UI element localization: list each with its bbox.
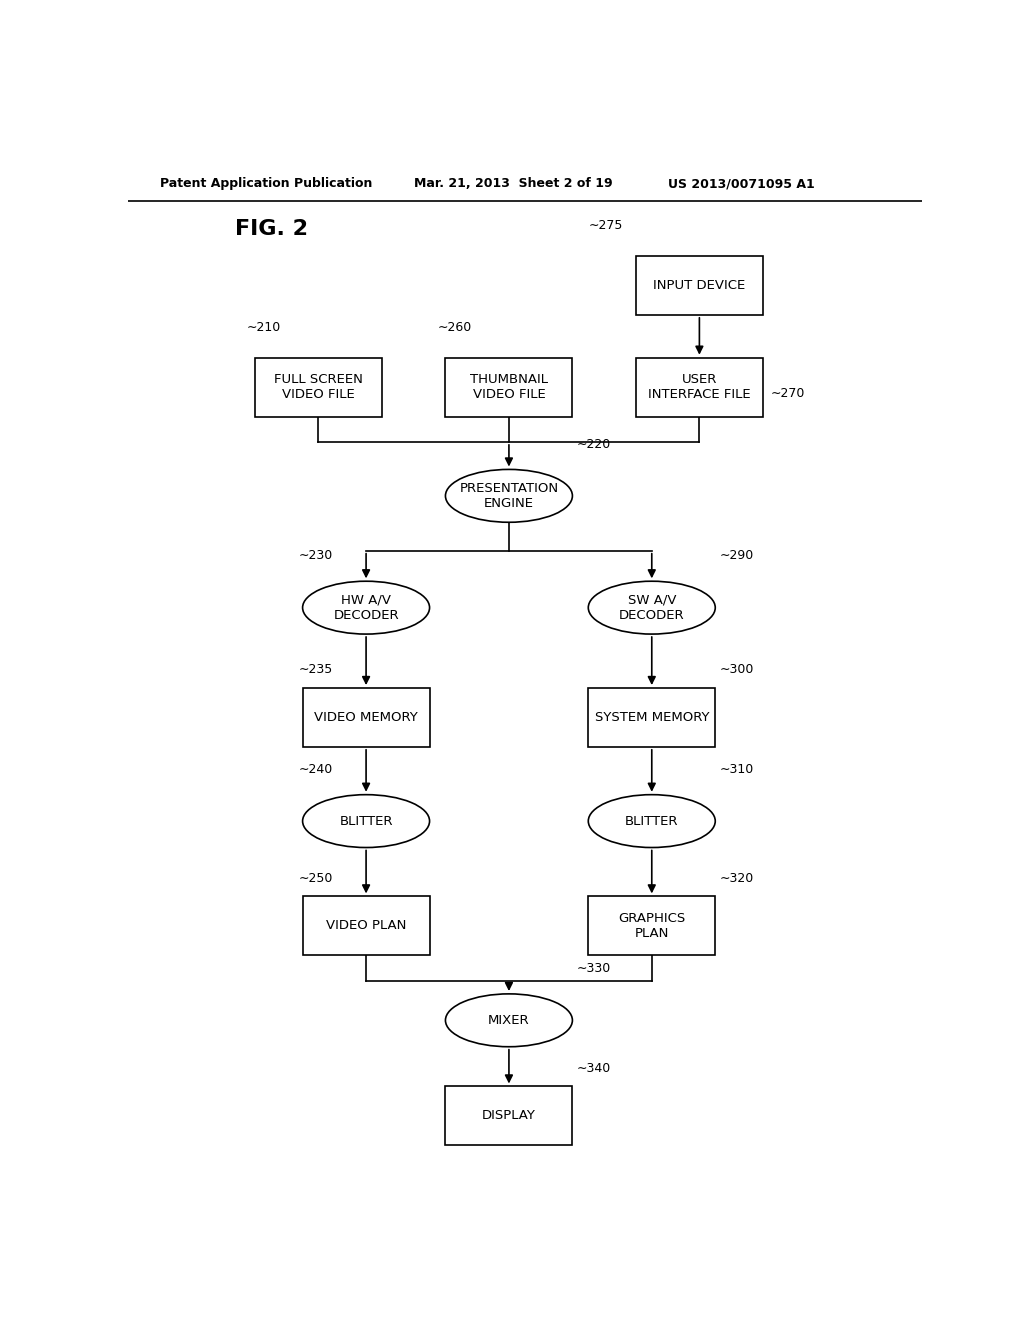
Text: FULL SCREEN
VIDEO FILE: FULL SCREEN VIDEO FILE — [274, 374, 362, 401]
FancyBboxPatch shape — [636, 358, 763, 417]
Text: ∼310: ∼310 — [719, 763, 754, 776]
Text: ∼290: ∼290 — [719, 549, 754, 562]
FancyBboxPatch shape — [255, 358, 382, 417]
Text: ∼230: ∼230 — [299, 549, 333, 562]
Text: ∼330: ∼330 — [577, 962, 610, 975]
Text: ∼220: ∼220 — [577, 437, 610, 450]
Text: USER
INTERFACE FILE: USER INTERFACE FILE — [648, 374, 751, 401]
FancyBboxPatch shape — [588, 688, 716, 747]
Text: US 2013/0071095 A1: US 2013/0071095 A1 — [668, 177, 814, 190]
FancyBboxPatch shape — [636, 256, 763, 315]
Text: INPUT DEVICE: INPUT DEVICE — [653, 279, 745, 292]
Text: SYSTEM MEMORY: SYSTEM MEMORY — [595, 711, 709, 723]
FancyBboxPatch shape — [588, 896, 716, 956]
Text: Patent Application Publication: Patent Application Publication — [160, 177, 372, 190]
Text: ∼340: ∼340 — [577, 1061, 610, 1074]
Text: THUMBNAIL
VIDEO FILE: THUMBNAIL VIDEO FILE — [470, 374, 548, 401]
Text: ∼260: ∼260 — [437, 321, 472, 334]
Text: VIDEO MEMORY: VIDEO MEMORY — [314, 711, 418, 723]
Text: DISPLAY: DISPLAY — [482, 1109, 536, 1122]
Text: GRAPHICS
PLAN: GRAPHICS PLAN — [618, 912, 685, 940]
Text: HW A/V
DECODER: HW A/V DECODER — [333, 594, 399, 622]
Text: ∼300: ∼300 — [719, 663, 754, 676]
Text: ∼210: ∼210 — [247, 321, 282, 334]
Ellipse shape — [588, 795, 716, 847]
Text: VIDEO PLAN: VIDEO PLAN — [326, 919, 407, 932]
FancyBboxPatch shape — [445, 358, 572, 417]
Text: ∼275: ∼275 — [588, 219, 623, 232]
Text: MIXER: MIXER — [488, 1014, 529, 1027]
Ellipse shape — [303, 581, 430, 634]
Text: PRESENTATION
ENGINE: PRESENTATION ENGINE — [460, 482, 558, 510]
Text: FIG. 2: FIG. 2 — [236, 219, 308, 239]
Ellipse shape — [445, 470, 572, 523]
FancyBboxPatch shape — [445, 1086, 572, 1146]
Text: ∼270: ∼270 — [771, 387, 805, 400]
FancyBboxPatch shape — [303, 688, 430, 747]
Text: SW A/V
DECODER: SW A/V DECODER — [618, 594, 685, 622]
Text: BLITTER: BLITTER — [339, 814, 393, 828]
Text: ∼240: ∼240 — [299, 763, 333, 776]
Ellipse shape — [588, 581, 716, 634]
Text: ∼250: ∼250 — [299, 871, 333, 884]
Text: ∼235: ∼235 — [299, 663, 333, 676]
Text: BLITTER: BLITTER — [625, 814, 679, 828]
FancyBboxPatch shape — [303, 896, 430, 956]
Ellipse shape — [303, 795, 430, 847]
Ellipse shape — [445, 994, 572, 1047]
Text: Mar. 21, 2013  Sheet 2 of 19: Mar. 21, 2013 Sheet 2 of 19 — [414, 177, 612, 190]
Text: ∼320: ∼320 — [719, 871, 754, 884]
